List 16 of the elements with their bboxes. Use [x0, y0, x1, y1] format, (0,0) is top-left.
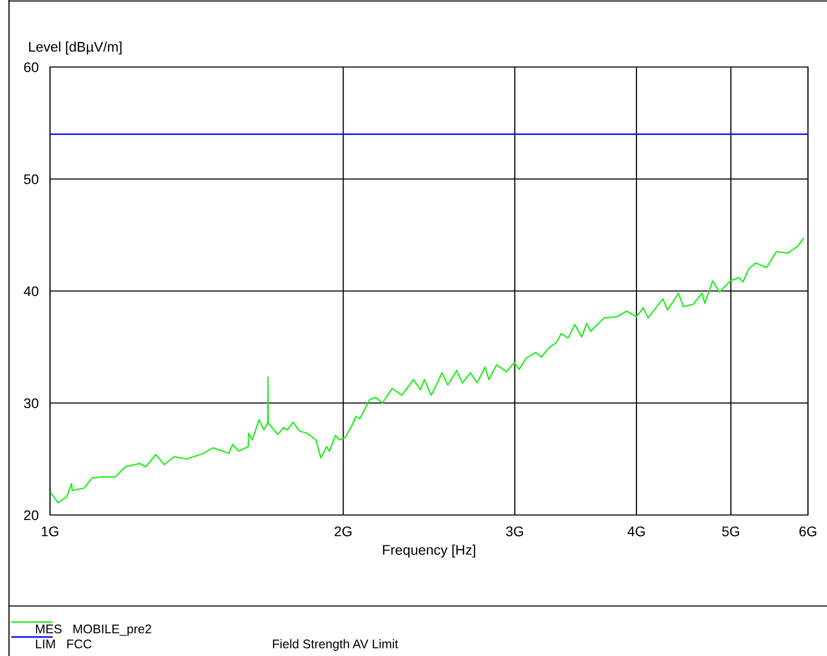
- x-tick-label: 2G: [334, 526, 352, 536]
- x-tick-label: 3G: [506, 526, 523, 536]
- y-tick-label: 50: [24, 174, 38, 184]
- legend-label: LIM FCC: [36, 640, 92, 648]
- y-tick-label: 60: [24, 62, 38, 72]
- x-tick-label: 6G: [799, 526, 816, 536]
- x-tick-label: 5G: [722, 526, 740, 536]
- y-tick-label: 20: [24, 510, 38, 520]
- y-tick-label: 40: [24, 286, 38, 296]
- x-axis-title: Frequency [Hz]: [383, 544, 476, 558]
- legend-label: MES MOBILE_pre2: [36, 624, 152, 636]
- y-axis-title: Level [dBµV/m]: [29, 42, 122, 54]
- y-tick-label: 30: [24, 398, 38, 408]
- x-tick-label: 1G: [42, 526, 58, 536]
- x-tick-label: 4G: [628, 526, 645, 536]
- text: Field Strength AV Limit: [273, 639, 398, 651]
